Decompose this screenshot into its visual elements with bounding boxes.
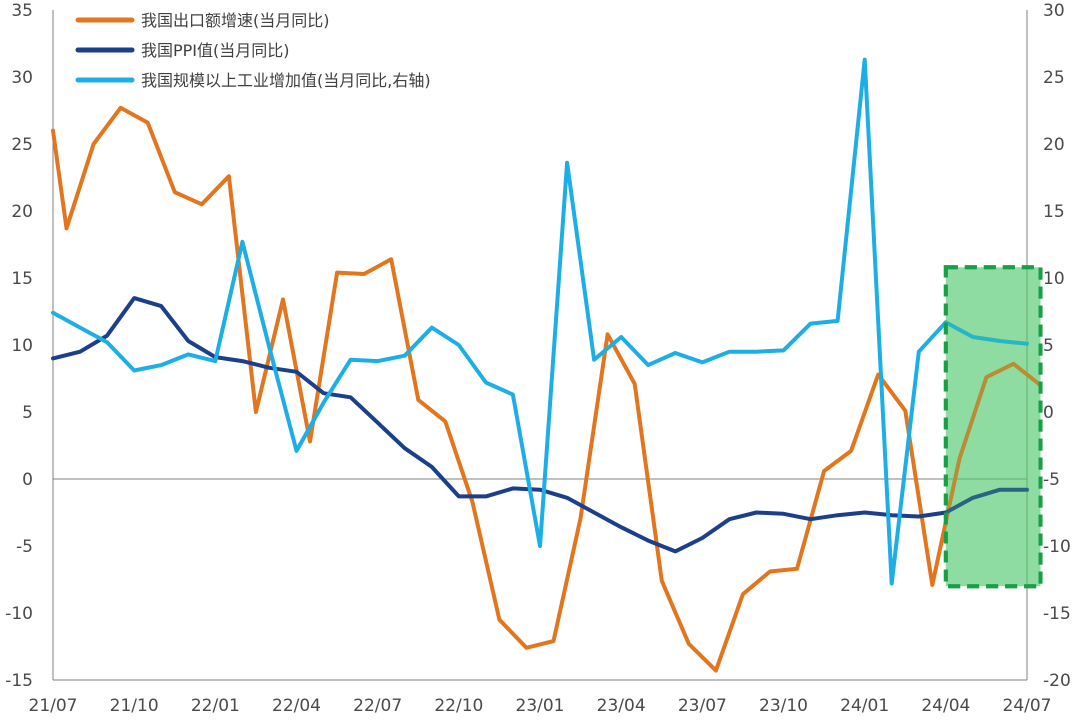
y-right-tick-label: -15 [1043, 604, 1071, 624]
axes: 35 30 25 20 15 10 5 0 -5 -10 -15 30 25 20 15 10 5 0 -5 -10 -… [5, 1, 1071, 716]
y-right-tick-label: 5 [1043, 336, 1054, 356]
highlight-layer [943, 265, 1043, 589]
x-tick-label: 24/07 [1003, 696, 1052, 716]
x-tick-label: 21/07 [29, 696, 78, 716]
x-tick-label: 23/01 [516, 696, 565, 716]
y-right-tick-label: -10 [1043, 537, 1071, 557]
series-line-1 [51, 105, 1043, 673]
y-left-tick-label: 5 [22, 403, 33, 423]
y-right-tick-label: 0 [1043, 403, 1054, 423]
y-right-tick-label: -20 [1043, 671, 1071, 691]
y-left-tick-label: 15 [11, 269, 33, 289]
x-tick-label: 23/04 [597, 696, 646, 716]
y-right-tick-label: 30 [1043, 1, 1065, 21]
legend-label-2: 我国PPI值(当月同比) [141, 41, 290, 60]
legend-label-1: 我国出口额增速(当月同比) [141, 11, 330, 30]
y-left-tick-label: -5 [16, 537, 33, 557]
y-right-tick-label: -5 [1043, 470, 1060, 490]
x-tick-label: 21/10 [110, 696, 159, 716]
legend-label-3: 我国规模以上工业增加值(当月同比,右轴) [141, 71, 431, 90]
y-left-tick-label: 0 [22, 470, 33, 490]
y-left-tick-label: 20 [11, 202, 33, 222]
x-tick-label: 24/01 [840, 696, 889, 716]
x-tick-label: 23/07 [678, 696, 727, 716]
x-tick-label: 22/01 [191, 696, 240, 716]
y-left-tick-label: 30 [11, 68, 33, 88]
series-line-3 [51, 57, 1029, 586]
y-right-tick-label: 20 [1043, 135, 1065, 155]
y-left-tick-label: 10 [11, 336, 33, 356]
y-left-tick-label: -15 [5, 671, 33, 691]
x-tick-label: 22/04 [272, 696, 321, 716]
series-layer [51, 57, 1043, 673]
highlight-box-overlay [943, 265, 1043, 589]
y-right-tick-label: 10 [1043, 269, 1065, 289]
y-left-tick-label: 25 [11, 135, 33, 155]
x-tick-label: 24/04 [921, 696, 970, 716]
highlight-box [943, 265, 1043, 589]
y-left-tick-label: -10 [5, 604, 33, 624]
y-right-tick-label: 15 [1043, 202, 1065, 222]
x-tick-label: 22/10 [434, 696, 483, 716]
y-left-tick-label: 35 [11, 1, 33, 21]
legend: 我国出口额增速(当月同比) 我国PPI值(当月同比) 我国规模以上工业增加值(当月同… [75, 11, 431, 90]
y-right-tick-label: 25 [1043, 68, 1065, 88]
x-tick-label: 23/10 [759, 696, 808, 716]
x-tick-label: 22/07 [353, 696, 402, 716]
